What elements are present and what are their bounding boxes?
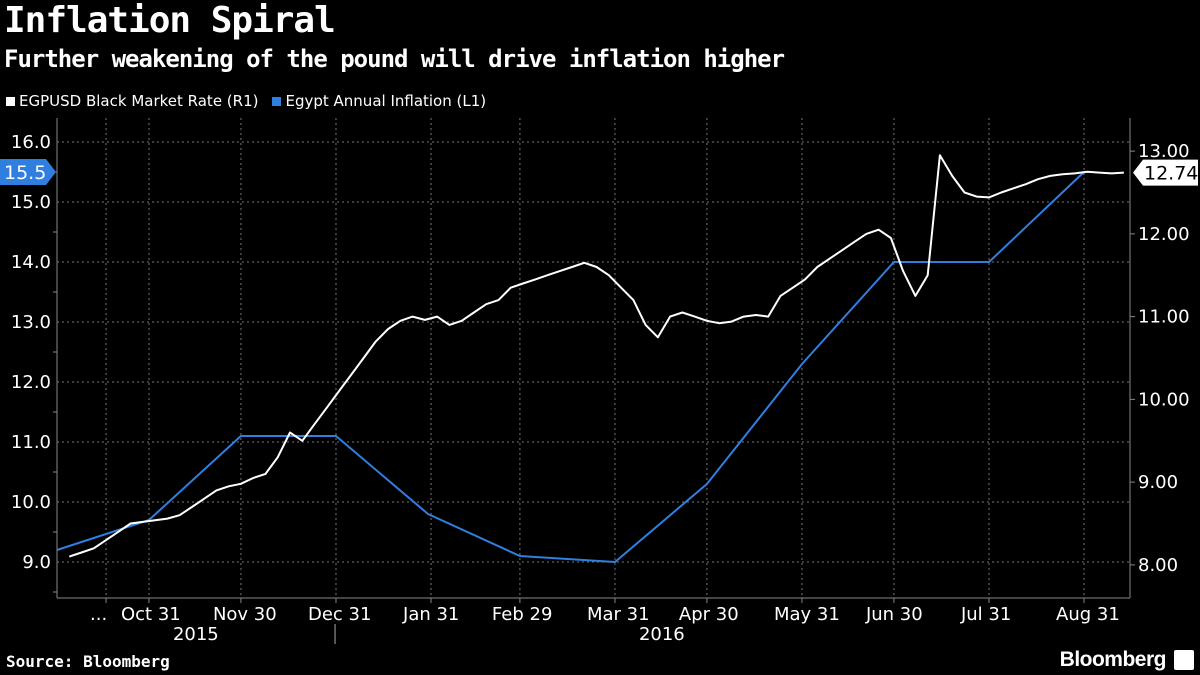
x-tick-label: Jan 31 (402, 604, 459, 625)
chart-subtitle: Further weakening of the pound will driv… (4, 45, 785, 73)
year-label: 2016 (639, 624, 685, 645)
brand-icon (1174, 650, 1194, 670)
left-tick-label: 9.0 (22, 552, 51, 573)
year-label: 2015 (173, 624, 219, 645)
right-tick-label: 10.00 (1138, 389, 1190, 410)
left-tick-label: 10.0 (11, 492, 51, 513)
left-tick-label: 11.0 (11, 432, 51, 453)
left-tick-label: 12.0 (11, 372, 51, 393)
right-tick-label: 11.00 (1138, 307, 1190, 328)
x-tick-label: Feb 29 (492, 604, 553, 625)
legend: EGPUSD Black Market Rate (R1) Egypt Annu… (6, 92, 486, 110)
chart-title: Inflation Spiral (4, 0, 336, 41)
rate-last-value-tag (1133, 159, 1198, 186)
right-tick-label: 13.00 (1138, 141, 1190, 162)
x-tick-label: Aug 31 (1056, 604, 1120, 625)
inflation-last-value-tag (0, 159, 56, 185)
legend-swatch-inflation (272, 96, 282, 106)
right-tick-label: 9.00 (1138, 472, 1178, 493)
inflation-line (56, 171, 1085, 563)
legend-label-rate: EGPUSD Black Market Rate (R1) (19, 92, 259, 110)
left-tick-label: 15.0 (11, 192, 51, 213)
legend-item-rate: EGPUSD Black Market Rate (R1) (6, 92, 258, 110)
x-tick-label: ... (90, 604, 107, 625)
brand-logo: Bloomberg (1059, 648, 1167, 671)
x-tick-label: Jun 30 (865, 604, 923, 625)
right-tick-label: 12.00 (1138, 224, 1190, 245)
black-market-rate-line (68, 154, 1124, 558)
left-tick-label: 13.0 (11, 312, 51, 333)
x-tick-label: Oct 31 (121, 604, 181, 625)
legend-item-inflation: Egypt Annual Inflation (L1) (272, 92, 486, 110)
left-tick-label: 16.0 (11, 132, 51, 153)
left-tick-label: 14.0 (11, 252, 51, 273)
inflation-last-value-label: 15.5 (4, 162, 46, 184)
x-tick-label: Dec 31 (308, 604, 371, 625)
legend-label-inflation: Egypt Annual Inflation (L1) (285, 92, 487, 110)
x-tick-label: Mar 31 (587, 604, 650, 625)
right-tick-label: 8.00 (1138, 555, 1178, 576)
rate-last-value-label: 12.74 (1144, 163, 1198, 185)
legend-swatch-rate (6, 96, 15, 106)
x-tick-label: May 31 (774, 604, 840, 625)
x-tick-label: Apr 30 (679, 604, 739, 625)
source-note: Source: Bloomberg (6, 652, 170, 671)
x-tick-label: Nov 30 (213, 604, 277, 625)
x-tick-label: Jul 31 (960, 604, 1011, 625)
